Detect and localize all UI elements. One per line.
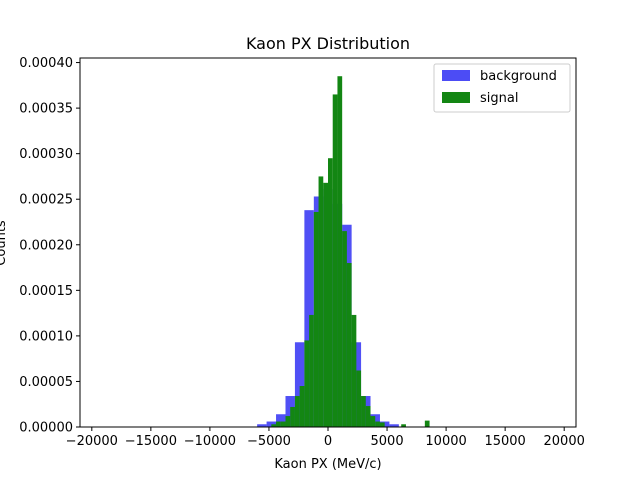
x-axis-ticks: −20000 −15000 −10000 −5000 0 5000 10000 15000 20… (66, 427, 585, 449)
histogram-bar-signal-3 (285, 416, 291, 427)
y-tick-label: 0.00010 (19, 329, 73, 344)
legend-swatch-signal (442, 92, 470, 103)
x-axis-label: Kaon PX (MeV/c) (274, 457, 381, 472)
y-tick-label: 0.00030 (19, 147, 73, 162)
histogram-bar-background-14 (389, 424, 399, 427)
legend-swatch-background (442, 70, 470, 81)
histogram-bar-signal-25 (424, 420, 430, 427)
histogram-bar-background-0 (257, 424, 267, 427)
x-tick-label: 5000 (371, 434, 404, 449)
histogram-bar-signal-5 (294, 396, 300, 427)
histogram-bar-signal-17 (351, 314, 357, 427)
histogram-bar-signal-9 (313, 211, 319, 427)
plot-bars (257, 76, 430, 427)
legend-label-background: background (480, 69, 557, 84)
x-tick-label: −15000 (125, 434, 177, 449)
histogram-bar-signal-4 (290, 406, 295, 427)
y-tick-label: 0.00015 (19, 284, 73, 299)
histogram-bar-background-13 (379, 421, 390, 427)
y-tick-label: 0.00035 (19, 102, 73, 117)
x-tick-label: −20000 (66, 434, 118, 449)
histogram-bar-signal-1 (276, 421, 281, 427)
histogram-bar-background-2 (276, 414, 286, 427)
histogram-bar-signal-14 (337, 76, 343, 427)
x-tick-label: 20000 (544, 434, 585, 449)
y-axis-ticks: 0.00000 0.00005 0.00010 0.00015 0.00020 0.000… (19, 56, 80, 436)
histogram-bar-signal-12 (328, 158, 333, 427)
histogram-bar-signal-6 (299, 386, 305, 427)
histogram-bar-signal-13 (332, 94, 338, 427)
histogram-bar-signal-24 (401, 424, 406, 427)
histogram-bar-signal-16 (346, 263, 352, 427)
y-tick-label: 0.00005 (19, 375, 73, 390)
x-tick-label: 15000 (484, 434, 525, 449)
y-tick-label: 0.00020 (19, 238, 73, 253)
histogram-bar-signal-20 (365, 406, 371, 427)
histogram-bar-signal-15 (342, 231, 347, 427)
histogram-bar-background-8 (332, 203, 343, 427)
chart-title: Kaon PX Distribution (246, 34, 410, 53)
x-tick-label: −10000 (184, 434, 236, 449)
histogram-bar-signal-23 (379, 422, 385, 427)
histogram-bar-signal-0 (271, 424, 277, 427)
y-tick-label: 0.00040 (19, 56, 73, 71)
y-tick-label: 0.00025 (19, 193, 73, 208)
histogram-bar-background-4 (294, 342, 305, 427)
histogram-bar-signal-18 (356, 370, 362, 427)
x-tick-label: 10000 (425, 434, 466, 449)
x-tick-label: 0 (324, 434, 332, 449)
histogram-bar-signal-22 (375, 421, 380, 427)
histogram-bar-signal-19 (361, 396, 366, 427)
histogram-bar-signal-10 (318, 176, 324, 427)
histogram-bar-background-9 (342, 224, 352, 427)
x-tick-label: −5000 (247, 434, 291, 449)
histogram-bar-signal-2 (280, 421, 286, 427)
y-axis-label: Counts (0, 220, 9, 266)
histogram-bar-signal-8 (309, 314, 314, 427)
legend: background signal (433, 63, 571, 113)
histogram-bar-signal-7 (304, 340, 310, 427)
histogram-bar-background-12 (370, 414, 380, 427)
histogram-bar-signal-21 (370, 416, 376, 427)
histogram-bar-signal-11 (323, 182, 328, 427)
histogram-bar-background-1 (266, 421, 277, 427)
y-tick-label: 0.00000 (19, 421, 73, 436)
legend-label-signal: signal (480, 91, 518, 106)
